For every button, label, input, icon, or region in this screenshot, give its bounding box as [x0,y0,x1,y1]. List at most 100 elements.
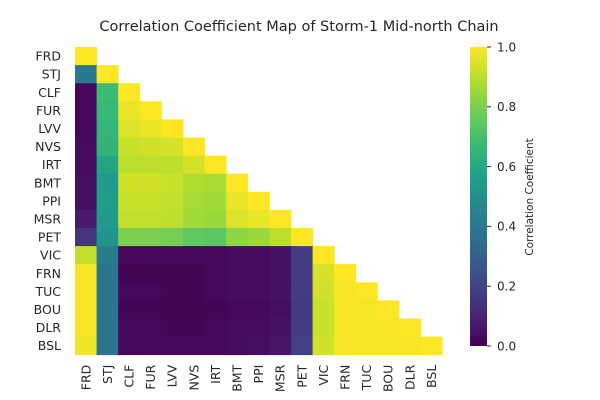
heatmap-cell [247,209,270,229]
y-tick-label: IRT [42,157,61,172]
heatmap-cell [75,246,97,265]
heatmap-cell [139,173,162,193]
heatmap-cell [75,83,97,102]
y-tick-label: FRD [35,49,61,64]
y-tick-label: VIC [40,248,61,263]
heatmap-cell [96,173,119,193]
heatmap-cell [75,65,97,84]
heatmap-cell [96,246,119,265]
colorbar-gradient [470,47,487,346]
heatmap-cell [96,155,119,175]
heatmap-cell [291,300,313,319]
colorbar-tick-label: 0.4 [497,220,516,234]
heatmap-cell [269,282,292,301]
heatmap-cell [204,318,227,337]
heatmap-cell [139,264,162,283]
heatmap-cell [226,191,249,211]
chart-title: Correlation Coefficient Map of Storm-1 M… [99,19,498,35]
heatmap-cell [75,119,97,138]
heatmap-cell [96,191,119,211]
heatmap-cell [118,282,141,301]
heatmap-cell [139,209,162,229]
y-tick-labels: FRD STJ CLF FUR LVV NVS IRT BMT PPI MSR PET VIC FRN T… [34,49,62,354]
y-tick-label: PPI [42,193,61,208]
heatmap-cell [269,264,292,283]
heatmap-cell [161,300,184,319]
heatmap-cell [204,191,227,211]
heatmap-cell [269,336,292,356]
colorbar-tick-label: 1.0 [497,40,516,54]
heatmap-cell [312,300,335,319]
heatmap-cell [399,336,421,356]
y-tick-label: TUC [34,284,61,299]
heatmap-cell [312,246,335,265]
heatmap-cell [75,155,97,175]
x-tick-label: MSR [273,364,288,392]
heatmap-cell [204,228,227,247]
x-tick-label: NVS [186,365,201,391]
heatmap-cell [161,246,184,265]
heatmap-cell [96,228,119,247]
heatmap-cell [204,173,227,193]
heatmap-cell [75,101,97,120]
heatmap-cell [139,155,162,175]
heatmap-cell [226,336,249,356]
heatmap-cell [269,228,292,247]
heatmap-cell [183,191,205,211]
heatmap-cell [204,246,227,265]
heatmap-cell [355,282,378,301]
heatmap-cell [269,209,292,229]
heatmap-cell [291,246,313,265]
heatmap-cell [75,173,97,193]
x-tick-labels: FRD STJ CLF FUR LVV NVS IRT BMT PPI MSR PET VIC FRN T… [78,364,439,392]
y-tick-label: DLR [36,320,62,335]
heatmap-cell [312,264,335,283]
heatmap-cell [183,336,205,356]
heatmap-cell [118,191,141,211]
heatmap-cell [96,300,119,319]
heatmap-cell [118,83,141,102]
heatmap-cell [183,228,205,247]
heatmap-cell [118,209,141,229]
x-tick-label: STJ [100,365,115,384]
heatmap-cell [377,318,400,337]
heatmap-cell [139,318,162,337]
heatmap-cell [334,318,357,337]
heatmap-cell [183,246,205,265]
heatmap-cell [139,137,162,156]
heatmap-cell [75,137,97,156]
y-tick-label: MSR [34,211,62,226]
heatmap-cell [75,264,97,283]
heatmap-cell [226,318,249,337]
heatmap-cell [291,318,313,337]
x-tick-label: PPI [251,365,266,384]
heatmap-cell [96,209,119,229]
heatmap-cell [183,137,205,156]
x-tick-label: BSL [424,365,439,388]
heatmap-cell [247,228,270,247]
heatmap-cell [139,228,162,247]
heatmap-cell [291,264,313,283]
heatmap-cell [161,119,184,138]
heatmap-cell [139,191,162,211]
heatmap-cell [183,264,205,283]
heatmap-cell [247,191,270,211]
x-tick-label: FUR [143,364,158,389]
heatmap-cell [204,300,227,319]
heatmap-cell [96,65,119,84]
x-tick-label: TUC [359,364,374,391]
heatmap-cell [355,318,378,337]
colorbar: 0.0 0.2 0.4 0.6 0.8 1.0 [470,40,516,353]
x-tick-label: IRT [208,364,223,383]
y-tick-label: FUR [36,103,61,118]
heatmap-cell [75,228,97,247]
heatmap-cell [96,83,119,102]
heatmap-cell [161,336,184,356]
heatmap-cell [204,264,227,283]
heatmap-cell [118,264,141,283]
heatmap-cell [96,282,119,301]
heatmap-cell [183,300,205,319]
heatmap-cell [312,282,335,301]
heatmap-cell [226,300,249,319]
heatmap-cell [75,209,97,229]
